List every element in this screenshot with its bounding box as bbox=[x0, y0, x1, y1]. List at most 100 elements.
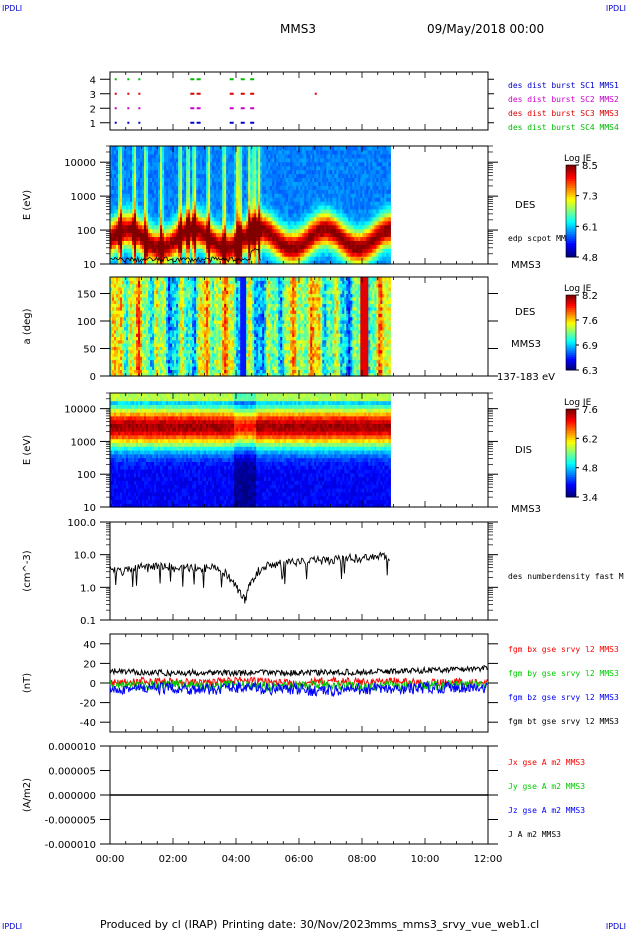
heatmap-cell bbox=[296, 146, 299, 151]
heatmap-cell bbox=[312, 228, 315, 234]
heatmap-cell bbox=[284, 161, 287, 167]
heatmap-cell bbox=[144, 193, 147, 198]
heatmap-cell bbox=[220, 252, 223, 257]
heatmap-cell bbox=[250, 232, 253, 238]
heatmap-cell bbox=[376, 205, 379, 210]
heatmap-cell bbox=[214, 161, 217, 167]
heatmap-cell bbox=[128, 356, 131, 361]
heatmap-cell bbox=[246, 236, 249, 241]
heatmap-cell bbox=[226, 173, 229, 179]
heatmap-cell bbox=[138, 256, 141, 261]
heatmap-cell bbox=[364, 181, 367, 186]
heatmap-cell bbox=[120, 169, 123, 175]
heatmap-cell bbox=[176, 244, 179, 249]
heatmap-cell bbox=[128, 149, 131, 155]
heatmap-cell bbox=[120, 177, 123, 182]
heatmap-cell bbox=[112, 244, 115, 249]
heatmap-cell bbox=[148, 240, 151, 245]
heatmap-cell bbox=[320, 193, 323, 198]
heatmap-cell bbox=[330, 205, 333, 210]
heatmap-cell bbox=[320, 165, 323, 171]
heatmap-cell bbox=[314, 153, 317, 159]
burst-marker-mms2 bbox=[114, 107, 117, 110]
heatmap-cell bbox=[118, 216, 121, 222]
heatmap-cell bbox=[294, 244, 297, 249]
heatmap-cell bbox=[128, 197, 131, 202]
heatmap-cell bbox=[376, 216, 379, 222]
heatmap-cell bbox=[376, 248, 379, 253]
heatmap-cell bbox=[288, 248, 291, 253]
heatmap-cell bbox=[264, 185, 267, 190]
heatmap-cell bbox=[260, 157, 263, 163]
heatmap-cell bbox=[298, 146, 301, 151]
heatmap-cell bbox=[166, 201, 169, 206]
heatmap-cell bbox=[366, 189, 369, 194]
heatmap-cell bbox=[254, 173, 257, 179]
heatmap-cell bbox=[334, 149, 337, 155]
heatmap-cell bbox=[286, 244, 289, 249]
heatmap-cell bbox=[158, 248, 161, 253]
heatmap-cell bbox=[270, 252, 273, 257]
heatmap-cell bbox=[186, 165, 189, 171]
heatmap-cell bbox=[352, 256, 355, 261]
heatmap-cell bbox=[316, 236, 319, 241]
heatmap-cell bbox=[236, 149, 239, 155]
heatmap-cell bbox=[304, 157, 307, 163]
heatmap-cell bbox=[260, 212, 263, 218]
des-energy-label: DES bbox=[515, 200, 535, 211]
heatmap-cell bbox=[190, 208, 193, 214]
heatmap-cell bbox=[118, 153, 121, 159]
heatmap-cell bbox=[288, 220, 291, 226]
heatmap-cell bbox=[176, 232, 179, 238]
heatmap-cell bbox=[132, 224, 135, 230]
heatmap-cell bbox=[180, 220, 183, 226]
heatmap-cell bbox=[168, 173, 171, 179]
heatmap-cell bbox=[140, 316, 143, 321]
heatmap-cell bbox=[280, 248, 283, 253]
heatmap-cell bbox=[208, 228, 211, 234]
heatmap-cell bbox=[162, 236, 165, 241]
burst-marker-mms4 bbox=[240, 78, 245, 81]
heatmap-cell bbox=[292, 169, 295, 175]
heatmap-cell bbox=[314, 157, 317, 163]
heatmap-cell bbox=[338, 228, 341, 234]
heatmap-cell bbox=[188, 260, 191, 265]
heatmap-cell bbox=[368, 201, 371, 206]
heatmap-cell bbox=[262, 208, 265, 214]
heatmap-cell bbox=[202, 228, 205, 234]
heatmap-cell bbox=[316, 216, 319, 222]
heatmap-cell bbox=[246, 189, 249, 194]
heatmap-cell bbox=[170, 165, 173, 171]
heatmap-cell bbox=[372, 157, 375, 163]
heatmap-cell bbox=[114, 153, 117, 159]
heatmap-cell bbox=[134, 293, 137, 298]
heatmap-cell bbox=[130, 290, 133, 295]
heatmap-cell bbox=[184, 244, 187, 249]
heatmap-cell bbox=[262, 252, 265, 257]
heatmap-cell bbox=[372, 232, 375, 238]
heatmap-cell bbox=[120, 205, 123, 210]
heatmap-cell bbox=[192, 153, 195, 159]
heatmap-cell bbox=[380, 220, 383, 226]
heatmap-cell bbox=[376, 256, 379, 261]
heatmap-cell bbox=[146, 212, 149, 218]
heatmap-cell bbox=[224, 189, 227, 194]
burst-marker-mms2 bbox=[240, 107, 245, 110]
heatmap-cell bbox=[286, 208, 289, 214]
heatmap-cell bbox=[260, 252, 263, 257]
heatmap-cell bbox=[232, 181, 235, 186]
heatmap-cell bbox=[118, 224, 121, 230]
heatmap-cell bbox=[382, 153, 385, 159]
heatmap-cell bbox=[182, 240, 185, 245]
heatmap-cell bbox=[300, 185, 303, 190]
heatmap-cell bbox=[116, 326, 119, 331]
heatmap-cell bbox=[122, 296, 125, 301]
heatmap-cell bbox=[204, 149, 207, 155]
heatmap-cell bbox=[386, 212, 389, 218]
heatmap-cell bbox=[248, 228, 251, 234]
heatmap-cell bbox=[246, 146, 249, 151]
heatmap-cell bbox=[180, 149, 183, 155]
heatmap-cell bbox=[112, 326, 115, 331]
heatmap-cell bbox=[122, 208, 125, 214]
